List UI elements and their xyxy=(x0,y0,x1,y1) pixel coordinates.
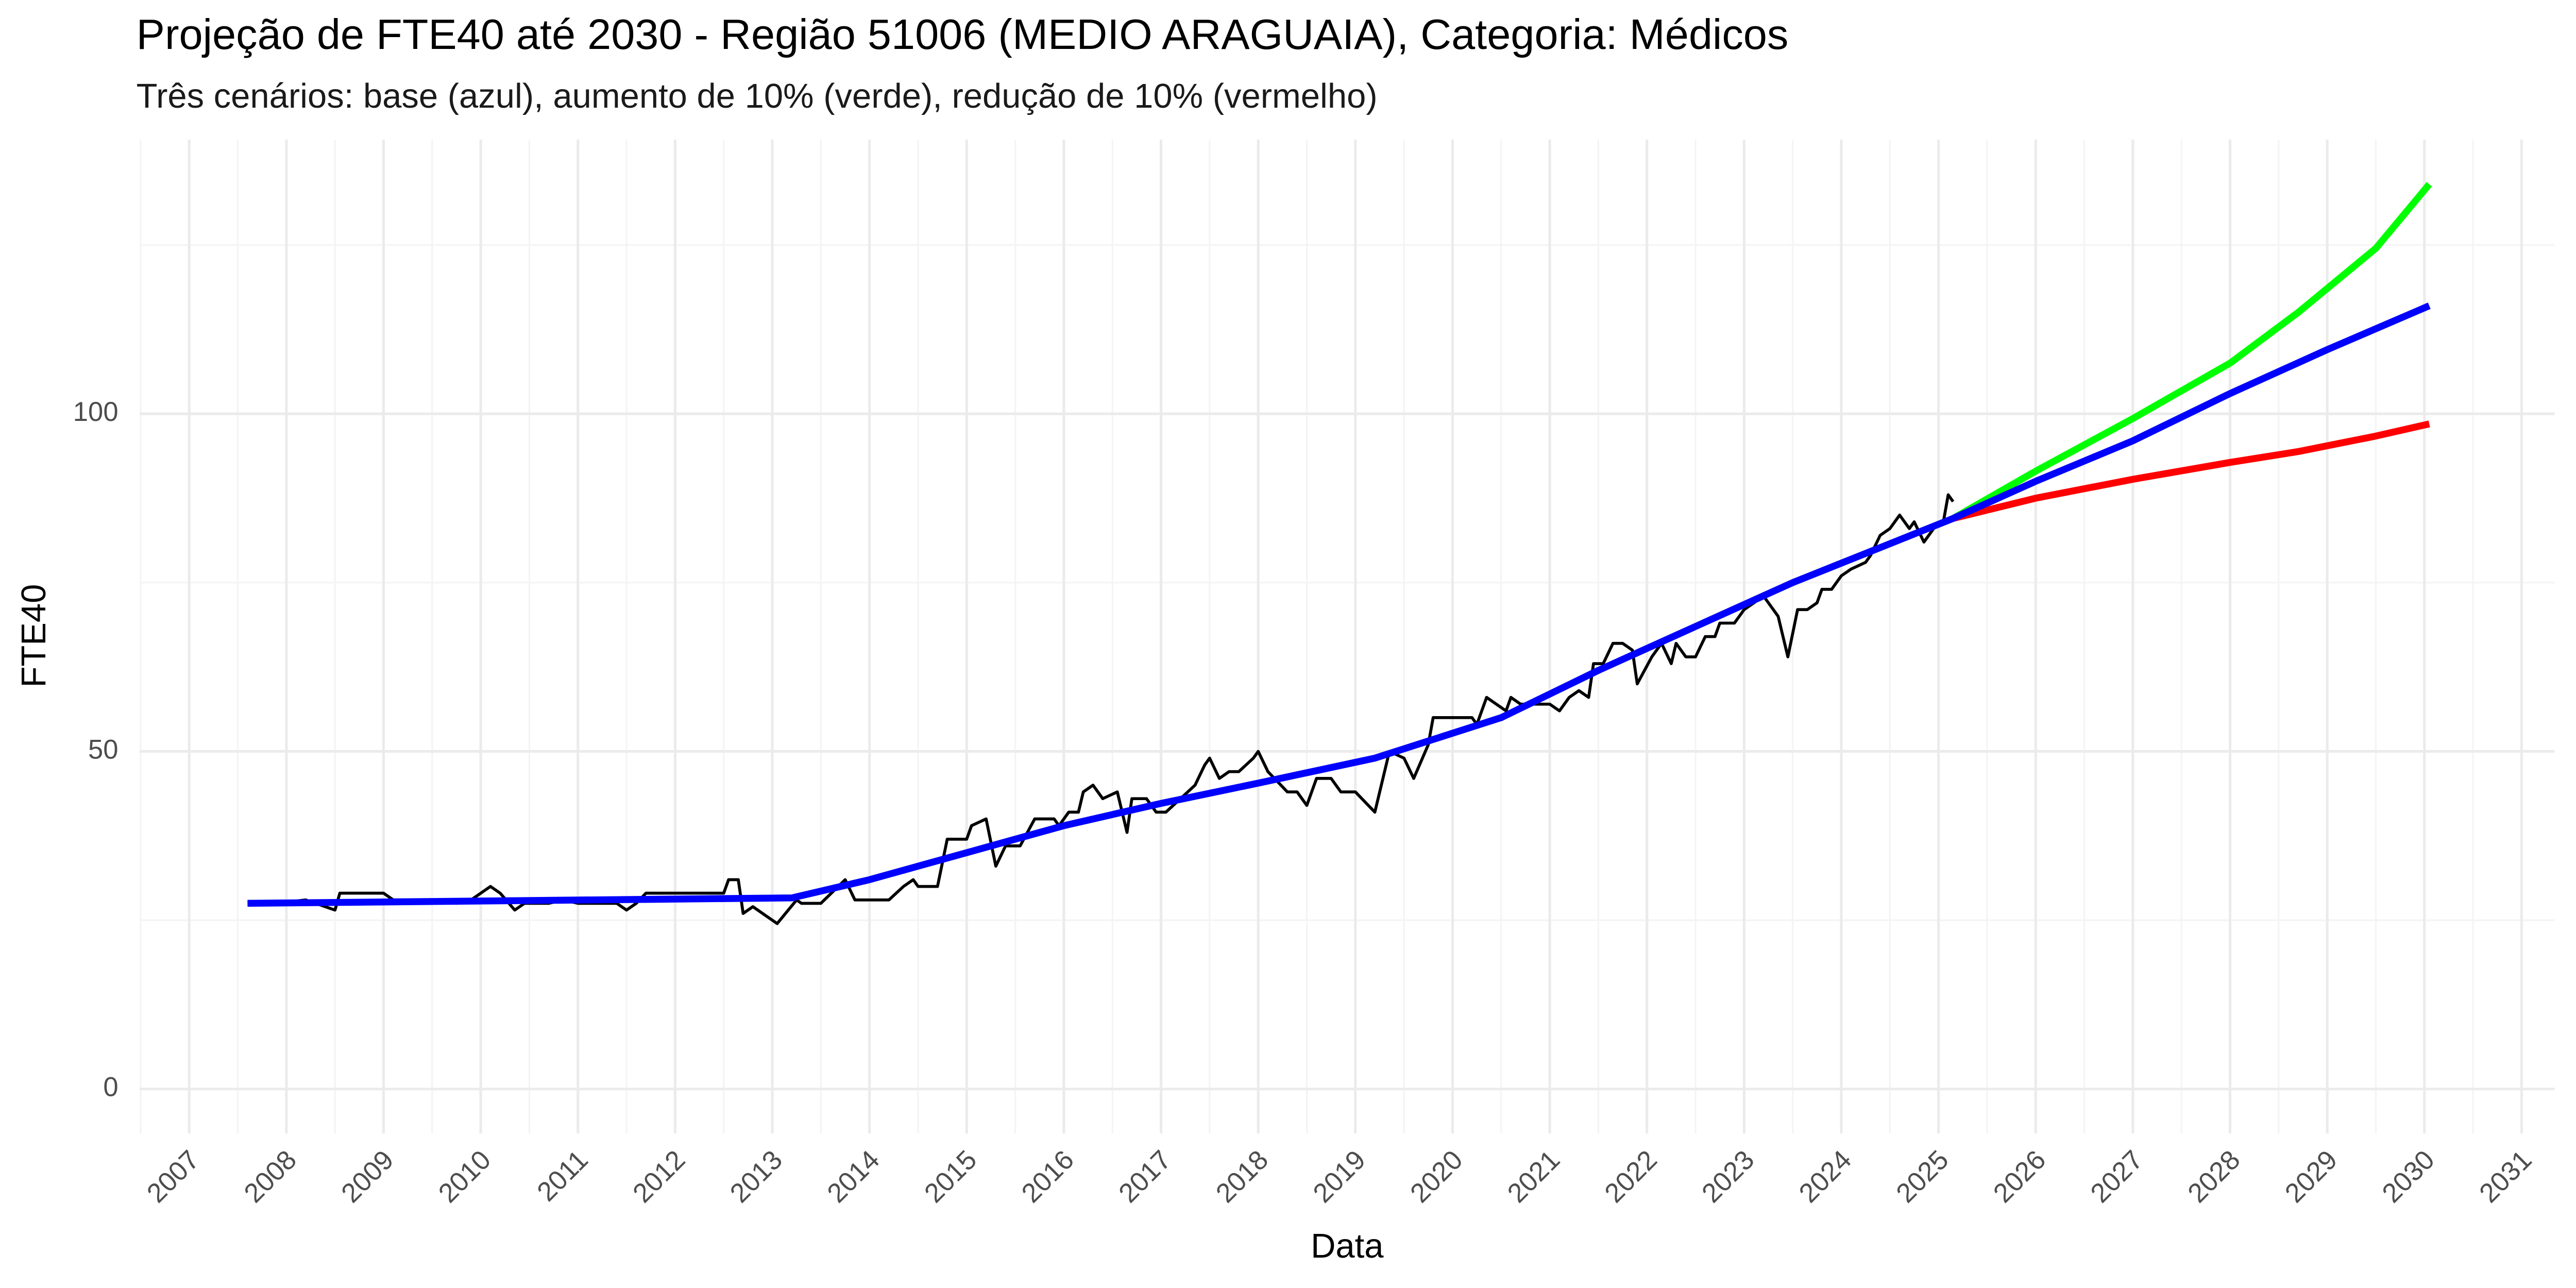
y-tick-label: 0 xyxy=(103,1072,118,1103)
plot-area xyxy=(247,182,2432,925)
chart-title: Projeção de FTE40 até 2030 - Região 5100… xyxy=(137,10,1789,58)
chart-subtitle: Três cenários: base (azul), aumento de 1… xyxy=(137,77,1378,115)
series-line xyxy=(1952,420,2430,522)
y-axis-title: FTE40 xyxy=(14,584,53,688)
series-line xyxy=(247,302,2431,907)
series-line xyxy=(1951,182,2432,522)
y-tick-label: 100 xyxy=(73,397,118,427)
y-tick-label: 50 xyxy=(88,734,118,765)
x-axis-title: Data xyxy=(1311,1227,1384,1265)
grid xyxy=(140,140,2555,1134)
